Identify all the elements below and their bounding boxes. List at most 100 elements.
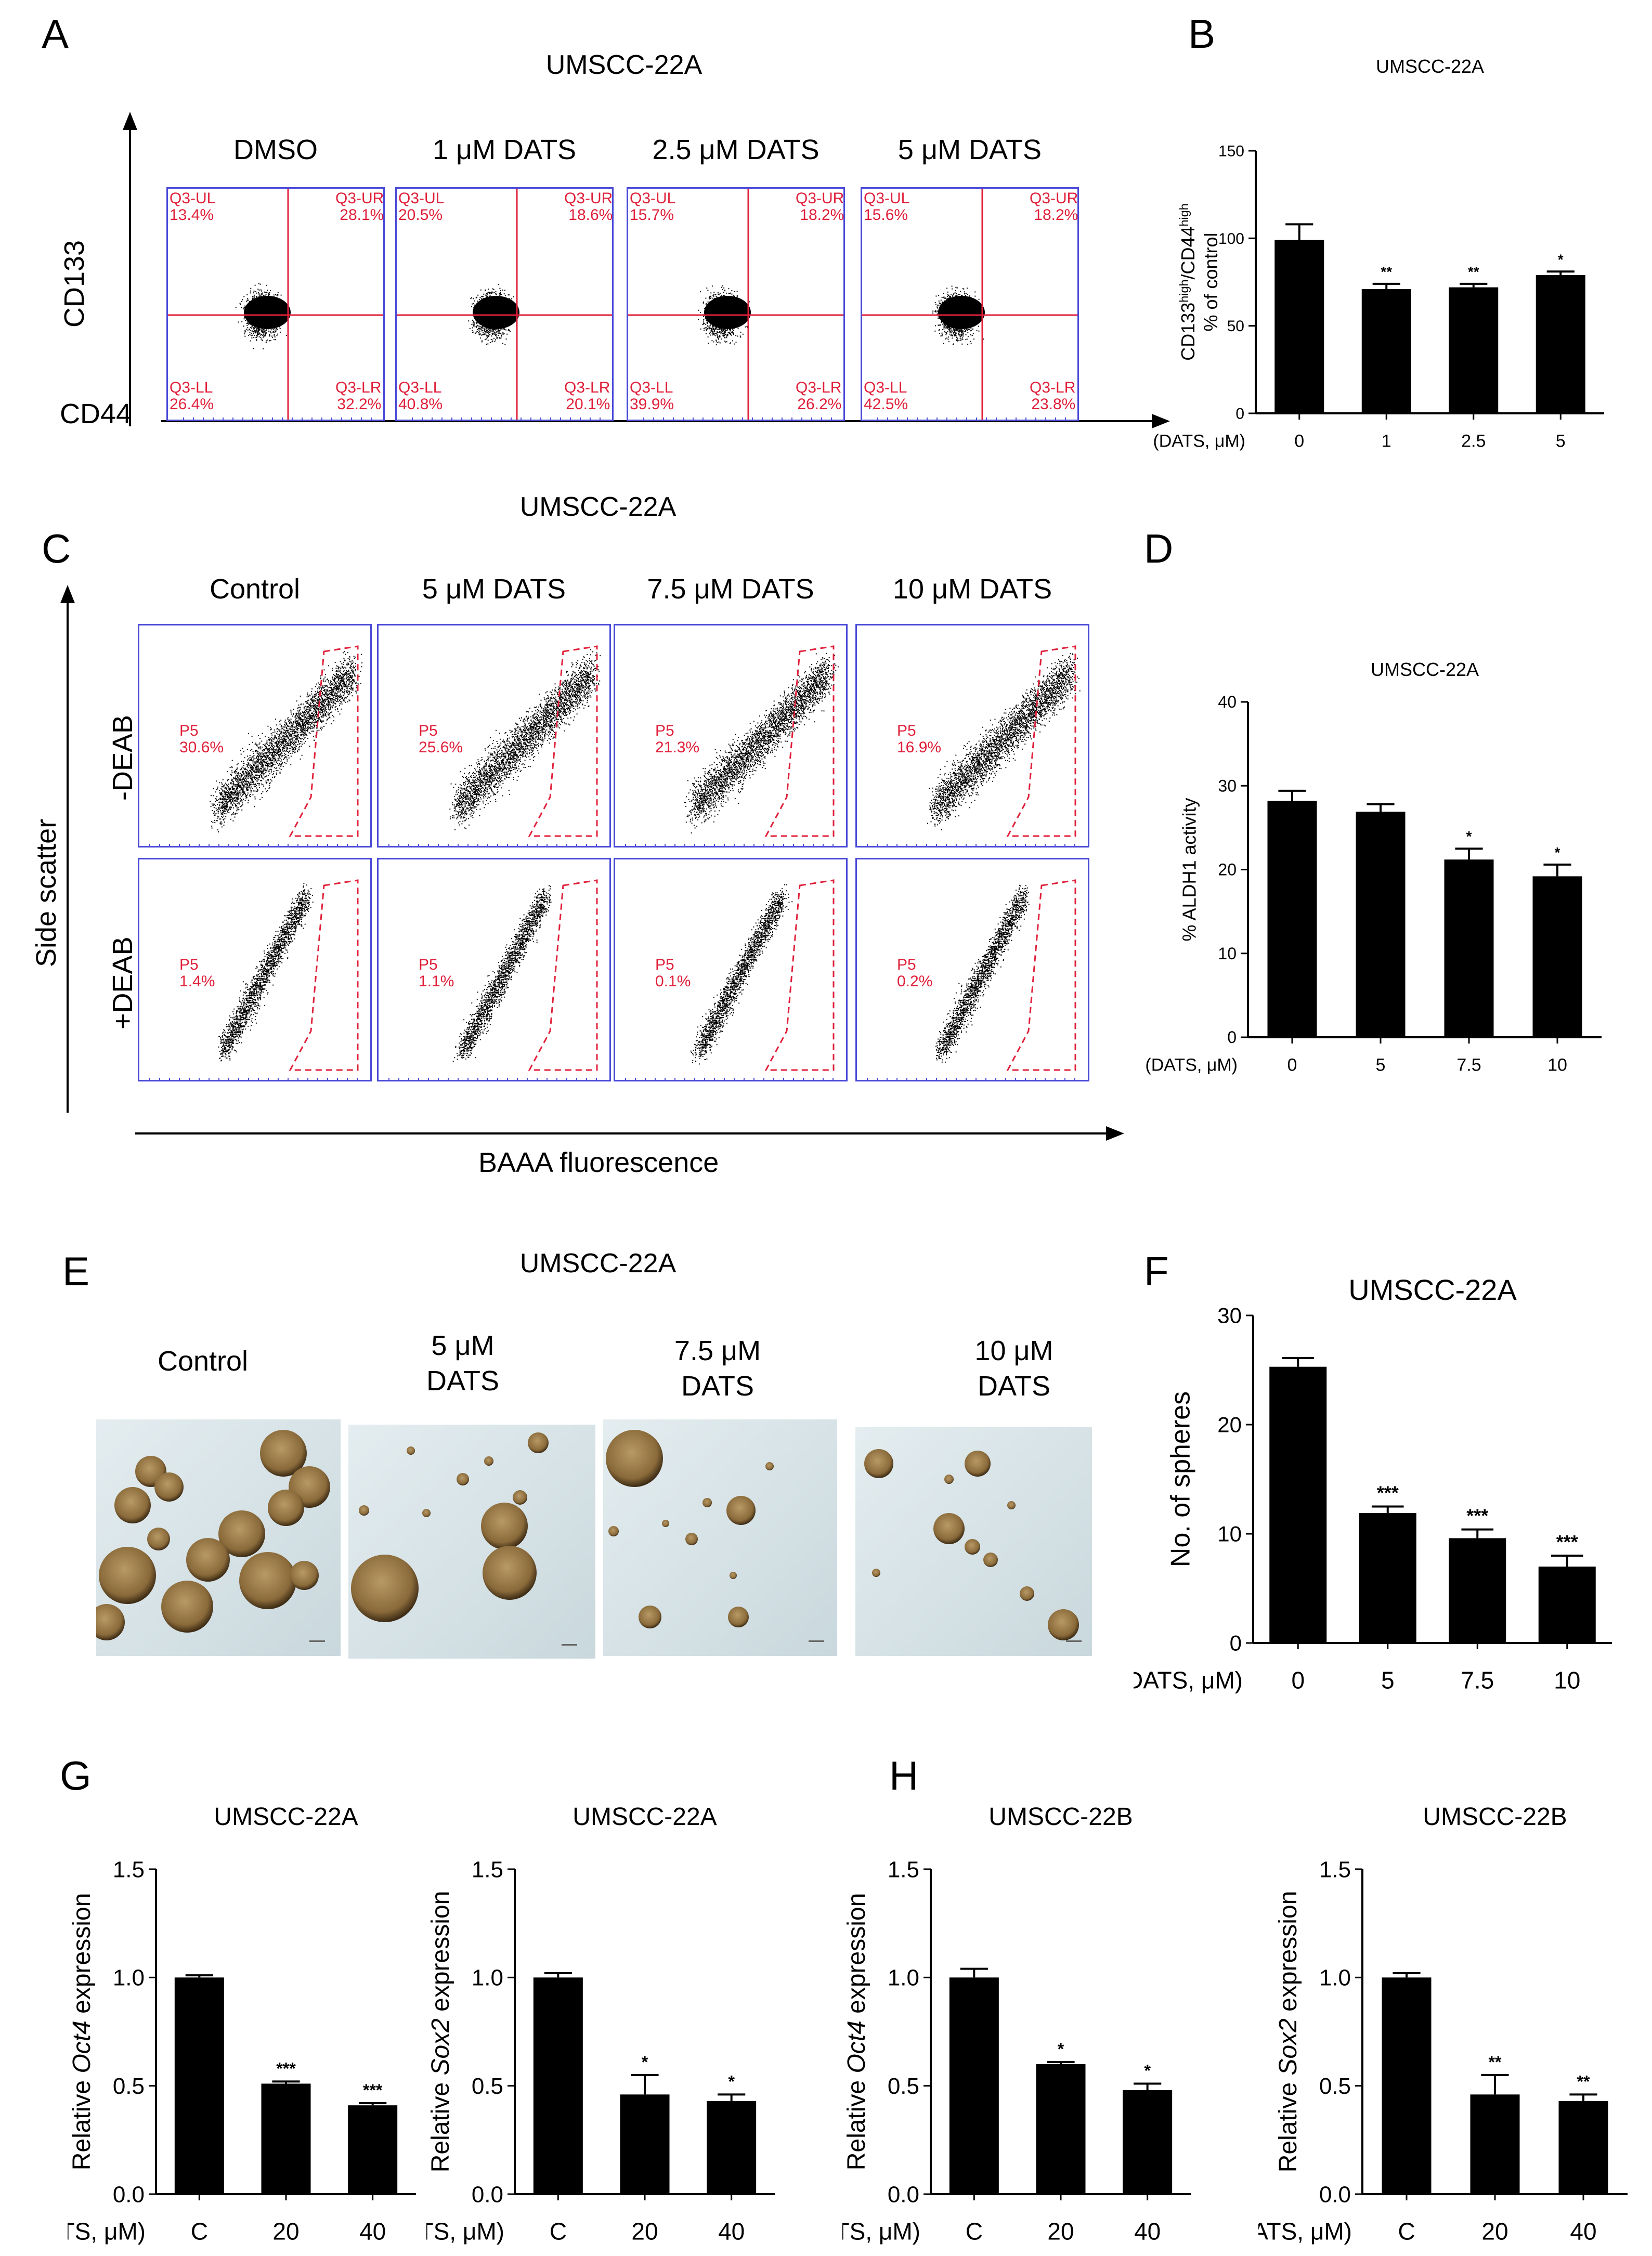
y-tick-label: 0 — [1227, 1028, 1237, 1047]
x-axis-label: (DATS, μM) — [68, 2218, 146, 2245]
x-tick-label: C — [966, 2218, 983, 2245]
significance-label: *** — [363, 2081, 383, 2099]
flow-a-lr-gate: Q3-LR 20.1% — [564, 379, 610, 413]
chart-title: UMSCC-22A — [1348, 1273, 1517, 1306]
flow-a-lr-gate: Q3-LR 32.2% — [335, 379, 382, 413]
y-tick-label: 40 — [1218, 693, 1237, 711]
significance-label: * — [1555, 844, 1560, 860]
sphere-photo-control — [96, 1419, 341, 1656]
y-tick-label: 10 — [1217, 1522, 1242, 1546]
x-tick-label: C — [550, 2218, 567, 2245]
chart-title: UMSCC-22B — [1423, 1803, 1567, 1831]
flow-a-condition-label: 5 μM DATS — [897, 134, 1042, 165]
chart-title: UMSCC-22A — [1376, 56, 1484, 77]
bar — [1269, 1366, 1327, 1643]
significance-label: *** — [1377, 1482, 1399, 1504]
panel-letter-c: C — [42, 526, 71, 571]
x-tick-label: 5 — [1376, 1055, 1386, 1075]
x-axis-label: (DATS, μM) — [1145, 1055, 1238, 1075]
y-tick-label: 1.5 — [1319, 1857, 1351, 1882]
bar — [1123, 2090, 1173, 2194]
panel-e-col-5um: 5 μM DATS — [426, 1330, 499, 1397]
flow-a-ul-gate: Q3-UL 15.6% — [864, 190, 910, 224]
significance-label: *** — [276, 2059, 296, 2078]
x-tick-label: 7.5 — [1456, 1055, 1481, 1075]
flow-a-ur-gate: Q3-UR 28.1% — [335, 190, 384, 224]
y-tick-label: 20 — [1217, 1413, 1242, 1437]
y-tick-label: 0.5 — [888, 2074, 919, 2099]
bar — [1274, 240, 1324, 413]
bar — [1036, 2064, 1086, 2194]
flow-c-plus-deab-plot — [138, 858, 372, 1081]
panel-c-title: UMSCC-22A — [519, 492, 677, 522]
bar — [174, 1977, 224, 2194]
bar — [1538, 1567, 1596, 1643]
flow-c-minus-deab-gate: P5 16.9% — [897, 722, 942, 756]
chart-title: UMSCC-22A — [1371, 659, 1479, 680]
chart-f: UMSCC-22A 0 10 20 30 No. of spheres (DATS, μM)… — [1134, 1273, 1612, 1693]
significance-label: *** — [1556, 1531, 1578, 1553]
bar — [949, 1977, 999, 2194]
significance-label: * — [1058, 2040, 1064, 2058]
flow-c-plus-deab-plot — [377, 858, 611, 1081]
sphere-photo-5um — [348, 1425, 595, 1659]
panel-c-row-minus-deab: -DEAB — [107, 714, 138, 801]
y-axis-label: Relative Oct4 expression — [68, 1893, 96, 2171]
panel-e-col-control: Control — [157, 1346, 249, 1377]
significance-label: ** — [1468, 264, 1479, 280]
x-tick-label: 40 — [1134, 2218, 1161, 2245]
y-tick-label: 30 — [1218, 776, 1237, 795]
y-tick-label: 1.5 — [472, 1857, 503, 1882]
flow-c-plus-deab-gate: P5 1.1% — [419, 956, 454, 990]
flow-c-plus-deab-plot — [855, 858, 1089, 1081]
y-tick-label: 0.5 — [1319, 2074, 1351, 2099]
bar — [1444, 859, 1494, 1037]
y-tick-label: 20 — [1218, 860, 1237, 879]
flow-a-ll-gate: Q3-LL 42.5% — [864, 379, 908, 413]
bar — [1558, 2101, 1608, 2194]
y-tick-label: 10 — [1218, 944, 1237, 963]
significance-label: * — [728, 2072, 735, 2091]
x-tick-label: 0 — [1294, 432, 1304, 451]
chart-title: UMSCC-22B — [988, 1803, 1133, 1831]
flow-a-condition-label: DMSO — [233, 134, 318, 165]
x-tick-label: 0 — [1287, 1055, 1297, 1075]
flow-a-plot — [395, 187, 614, 421]
chart-title: UMSCC-22A — [573, 1803, 717, 1831]
bar — [1536, 275, 1585, 413]
x-tick-label: 20 — [272, 2218, 299, 2245]
bar — [1267, 801, 1317, 1037]
flow-a-ll-gate: Q3-LL 40.8% — [398, 379, 443, 413]
flow-c-column-label: 5 μM DATS — [422, 573, 566, 605]
panel-a-axes — [123, 112, 1170, 428]
flow-a-plot — [627, 187, 845, 421]
significance-label: ** — [1577, 2072, 1590, 2091]
y-axis-label: Relative Sox2 expression — [427, 1891, 454, 2173]
x-axis-label: (DATS, μM) — [426, 2218, 504, 2245]
panel-c-x-label: BAAA fluorescence — [478, 1147, 719, 1178]
panel-letter-h: H — [889, 1753, 919, 1798]
panel-letter-e: E — [62, 1248, 90, 1294]
bar — [261, 2083, 311, 2194]
panel-a-x-label: CD44 — [60, 398, 132, 429]
flow-c-minus-deab-plot — [138, 624, 372, 847]
y-tick-label: 0 — [1235, 406, 1244, 423]
flow-c-plus-deab-gate: P5 0.2% — [897, 956, 933, 990]
flow-a-ll-gate: Q3-LL 26.4% — [170, 379, 214, 413]
panel-letter-a: A — [42, 11, 69, 57]
flow-c-column-label: 7.5 μM DATS — [647, 573, 814, 605]
flow-c-plus-deab-plot — [614, 858, 848, 1081]
x-tick-label: 0 — [1291, 1666, 1305, 1693]
significance-label: * — [1558, 251, 1564, 267]
bar — [348, 2105, 398, 2194]
flow-c-minus-deab-plot — [614, 624, 848, 847]
bar — [1470, 2094, 1520, 2194]
x-tick-label: 40 — [1570, 2218, 1596, 2245]
x-tick-label: 20 — [1047, 2218, 1074, 2245]
flow-a-ur-gate: Q3-UR 18.2% — [1030, 190, 1078, 224]
flow-c-plus-deab-gate: P5 1.4% — [179, 956, 215, 990]
panel-c-y-label: Side scatter — [31, 818, 62, 967]
panel-letter-g: G — [60, 1753, 92, 1798]
panel-letter-f: F — [1144, 1248, 1169, 1294]
x-tick-label: 10 — [1554, 1666, 1580, 1693]
